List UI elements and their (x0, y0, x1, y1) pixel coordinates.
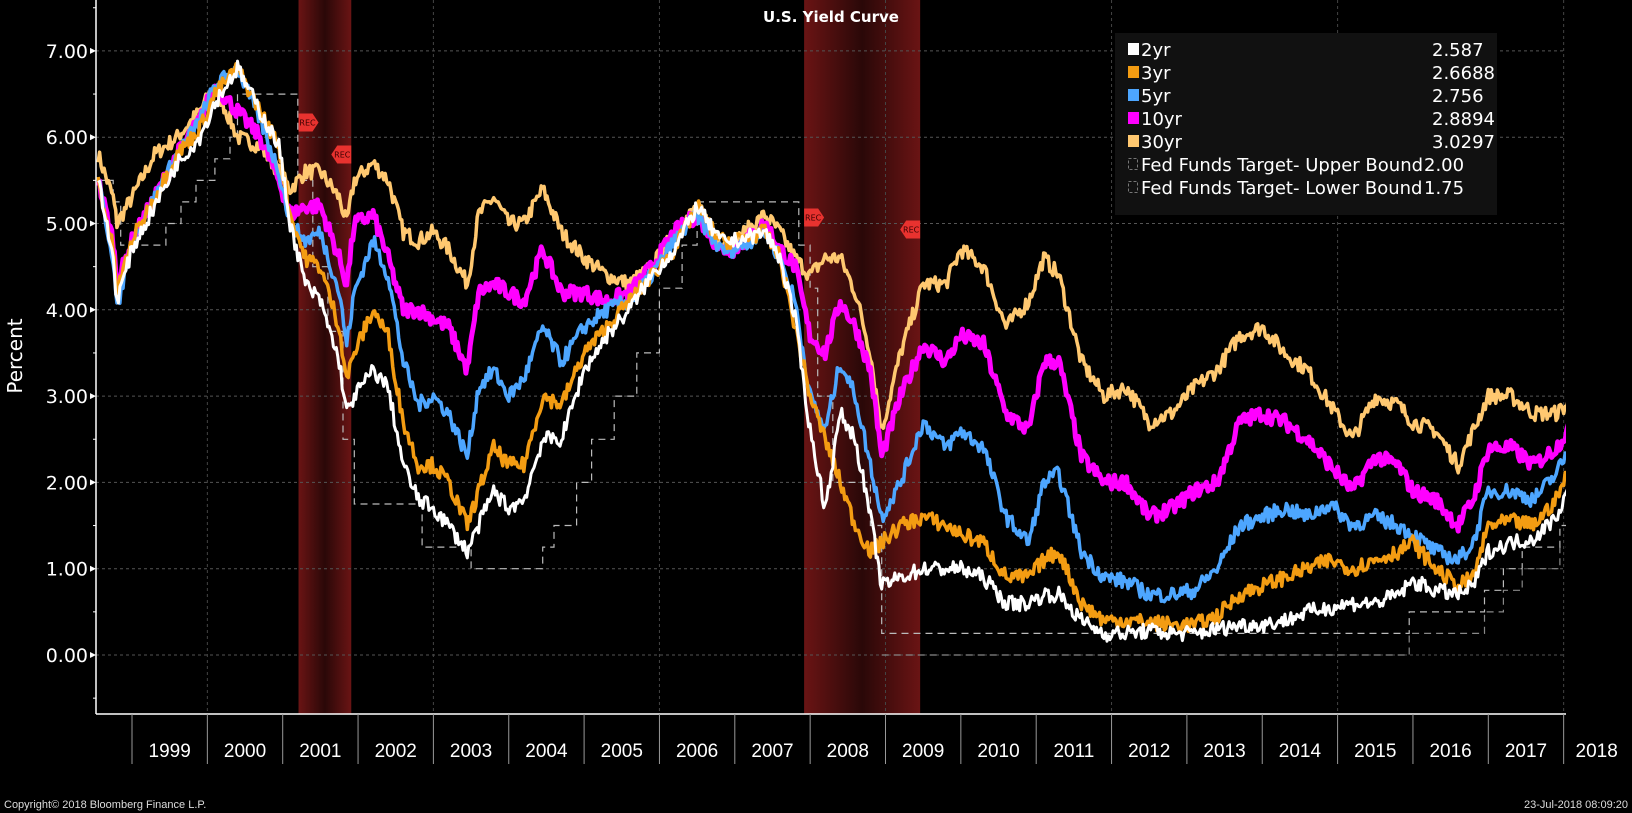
y-tick-label: 7.00 (46, 41, 88, 63)
legend-swatch (1128, 112, 1139, 124)
y-tick-mark (90, 47, 96, 54)
timestamp-text: 23-Jul-2018 08:09:20 (1524, 799, 1628, 811)
legend-label: 5yr (1141, 86, 1171, 107)
legend-box (1115, 33, 1497, 215)
x-tick-label: 2000 (224, 741, 266, 762)
y-tick-label: 0.00 (46, 645, 88, 667)
recession-marker-label: REC (805, 213, 822, 222)
legend-label: Fed Funds Target- Lower Bound (1141, 178, 1422, 199)
recession-marker-shape (804, 208, 825, 227)
recession-marker-shape (331, 145, 352, 164)
recession-marker-shape (298, 113, 319, 132)
legend-item: 5yr 2.756 (1128, 86, 1484, 107)
x-tick-label: 2005 (601, 741, 643, 762)
recession-marker: REC (900, 220, 921, 239)
x-tick-label: 2009 (902, 741, 944, 762)
legend-label: Fed Funds Target- Upper Bound (1141, 155, 1423, 176)
legend-item: Fed Funds Target- Lower Bound 1.75 (1128, 178, 1464, 199)
legend-swatch (1128, 89, 1139, 101)
legend-value: 2.587 (1432, 40, 1484, 61)
recession-marker: REC (298, 113, 319, 132)
x-tick-label: 2011 (1053, 741, 1094, 762)
x-tick-label: 2012 (1128, 741, 1170, 762)
y-tick-mark (90, 393, 96, 400)
series-line-fed-funds-target-upper-bound (98, 93, 1566, 634)
y-tick-label: 6.00 (46, 127, 88, 149)
legend-item: 3yr 2.6688 (1128, 63, 1495, 84)
legend-swatch (1128, 43, 1139, 55)
y-tick-mark (90, 565, 96, 572)
x-tick-label: 2013 (1203, 741, 1245, 762)
copyright-text: Copyright© 2018 Bloomberg Finance L.P. (4, 799, 207, 811)
x-tick-label: 2001 (299, 741, 341, 762)
legend-value: 2.00 (1424, 155, 1464, 176)
legend-item: 2yr 2.587 (1128, 40, 1484, 61)
chart-title: U.S. Yield Curve (763, 8, 899, 26)
y-tick-label: 2.00 (46, 472, 88, 494)
axes: 0.00 1.00 2.00 3.00 4.00 5.00 6.00 7.00 1999 2000… (46, 0, 1618, 764)
series-lines (96, 59, 1566, 656)
x-tick-label: 1999 (149, 741, 191, 762)
legend-item: Fed Funds Target- Upper Bound 2.00 (1128, 155, 1464, 176)
x-tick-label: 2007 (751, 741, 793, 762)
legend-swatch (1128, 135, 1139, 147)
legend-value: 2.6688 (1432, 63, 1495, 84)
y-tick-mark (90, 479, 96, 486)
legend-label: 30yr (1141, 132, 1183, 153)
x-tick-label: 2014 (1279, 741, 1322, 762)
recession-marker-shape (900, 220, 921, 239)
recession-markers: REC REC REC REC (298, 113, 921, 239)
y-tick-label: 4.00 (46, 300, 88, 322)
x-tick-label: 2006 (676, 741, 718, 762)
legend-label: 2yr (1141, 40, 1171, 61)
x-tick-label: 2010 (977, 741, 1019, 762)
legend-value: 2.756 (1432, 86, 1484, 107)
x-tick-label: 2017 (1505, 741, 1547, 762)
legend-label: 10yr (1141, 109, 1183, 130)
y-axis-label: Percent (3, 318, 27, 393)
x-tick-label: 2008 (827, 741, 869, 762)
legend-value: 1.75 (1424, 178, 1464, 199)
x-tick-label: 2004 (525, 741, 568, 762)
x-tick-label: 2018 (1576, 741, 1618, 762)
y-tick-mark (90, 652, 96, 658)
recession-marker: REC (331, 145, 352, 164)
recession-marker-label: REC (334, 150, 351, 159)
legend-label: 3yr (1141, 63, 1171, 84)
x-tick-label: 2003 (450, 741, 492, 762)
legend-item: 30yr 3.0297 (1128, 132, 1495, 153)
series-line-5yr (96, 65, 1566, 604)
x-tick-label: 2015 (1354, 741, 1396, 762)
y-tick-label: 5.00 (46, 214, 88, 236)
legend-item: 10yr 2.8894 (1128, 109, 1495, 130)
y-tick-mark (90, 134, 96, 141)
recession-marker: REC (804, 208, 825, 227)
y-tick-label: 1.00 (46, 559, 88, 581)
x-tick-label: 2016 (1429, 741, 1471, 762)
y-tick-mark (90, 306, 96, 313)
legend-value: 3.0297 (1432, 132, 1495, 153)
legend-swatch (1128, 66, 1139, 78)
series-line-3yr (96, 62, 1566, 634)
recession-marker-label: REC (903, 226, 920, 235)
y-tick-mark (90, 220, 96, 227)
y-tick-label: 3.00 (46, 386, 88, 408)
legend-value: 2.8894 (1432, 109, 1495, 130)
series-line-2yr (97, 59, 1566, 643)
series-line-30yr (96, 85, 1566, 475)
x-tick-label: 2002 (375, 741, 417, 762)
recession-marker-label: REC (299, 119, 316, 128)
series-line-10yr (96, 83, 1566, 534)
